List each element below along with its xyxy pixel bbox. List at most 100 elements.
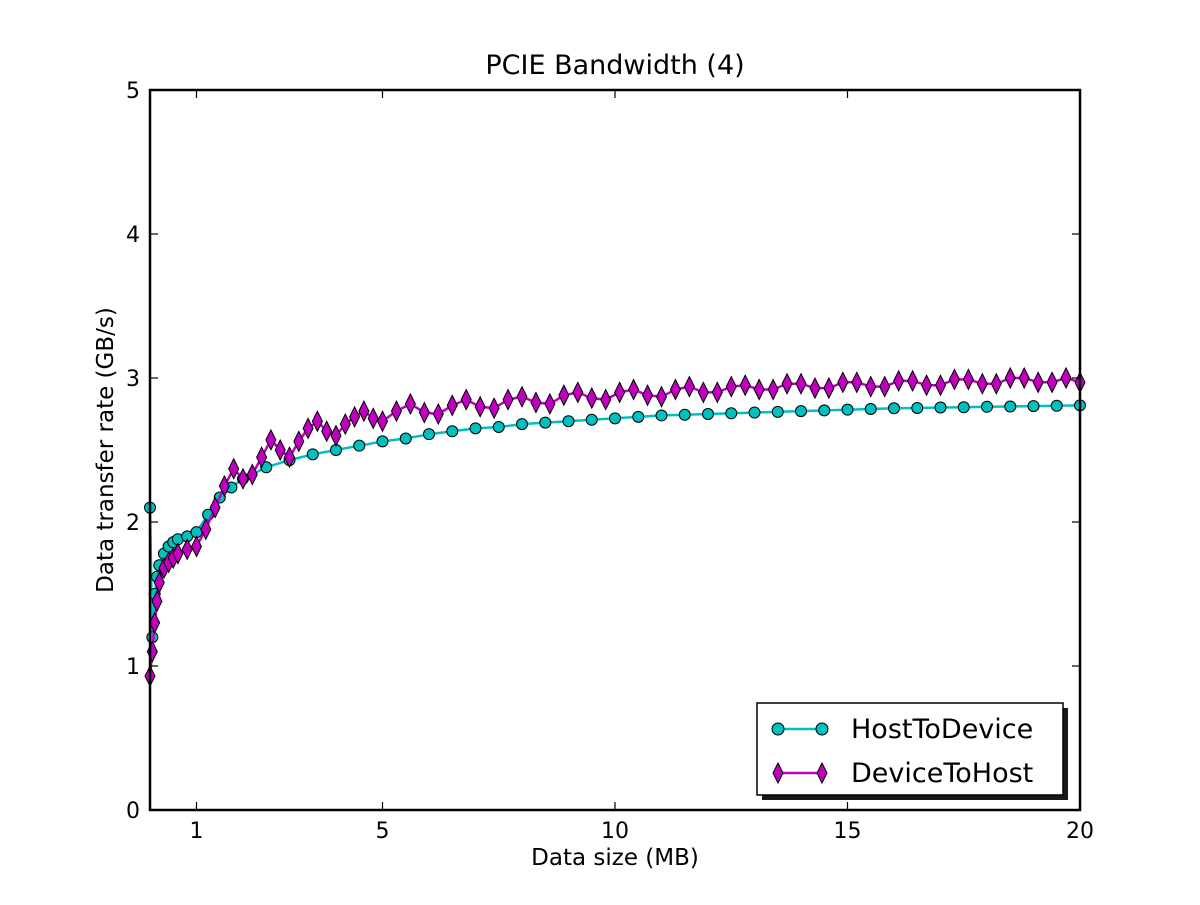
data-point-hosttodevice	[934, 401, 947, 414]
data-point-hosttodevice	[260, 461, 273, 474]
x-tick-label: 10	[601, 819, 629, 844]
data-point-devicetohost	[614, 381, 626, 404]
data-point-devicetohost	[544, 392, 556, 416]
data-point-devicetohost	[265, 428, 277, 452]
data-point-hosttodevice	[655, 409, 668, 422]
y-tick-label: 0	[126, 799, 140, 824]
data-point-devicetohost	[781, 372, 793, 395]
data-point-devicetohost	[339, 412, 351, 436]
data-point-hosttodevice	[702, 408, 714, 420]
data-point-devicetohost	[990, 372, 1002, 395]
legend-label-devicetohost: DeviceToHost	[851, 758, 1033, 789]
y-tick-label: 4	[126, 223, 140, 248]
legend-marker-hosttodevice	[771, 722, 785, 736]
x-tick-label: 1	[190, 819, 204, 844]
data-point-devicetohost	[358, 400, 370, 423]
data-point-devicetohost	[218, 474, 230, 498]
data-point-devicetohost	[572, 381, 584, 404]
data-point-hosttodevice	[585, 413, 598, 426]
data-point-hosttodevice	[632, 410, 645, 423]
data-point-devicetohost	[283, 446, 296, 469]
data-point-devicetohost	[349, 405, 361, 428]
data-point-devicetohost	[1060, 366, 1072, 390]
data-point-hosttodevice	[469, 422, 482, 435]
y-tick-label: 1	[126, 655, 140, 680]
data-point-hosttodevice	[1004, 400, 1017, 413]
data-point-hosttodevice	[399, 432, 412, 445]
y-tick-label: 5	[126, 79, 140, 104]
data-point-devicetohost	[530, 391, 542, 414]
data-point-hosttodevice	[609, 412, 621, 425]
data-point-hosttodevice	[725, 407, 738, 420]
data-point-devicetohost	[697, 381, 709, 404]
data-point-devicetohost	[200, 518, 212, 541]
data-point-devicetohost	[228, 457, 240, 480]
data-point-devicetohost	[683, 375, 695, 398]
data-point-devicetohost	[404, 392, 416, 416]
data-point-devicetohost	[321, 420, 333, 443]
data-point-devicetohost	[246, 463, 258, 486]
data-point-devicetohost	[256, 446, 268, 469]
data-point-hosttodevice	[771, 405, 784, 418]
x-axis-label: Data size (MB)	[531, 845, 699, 871]
data-point-devicetohost	[586, 387, 598, 410]
data-point-hosttodevice	[1050, 399, 1063, 412]
data-point-devicetohost	[502, 388, 514, 411]
data-point-hosttodevice	[446, 425, 459, 438]
data-point-devicetohost	[1004, 366, 1016, 390]
data-point-devicetohost	[809, 376, 821, 400]
data-point-devicetohost	[1018, 366, 1030, 390]
data-point-devicetohost	[149, 611, 161, 634]
legend-marker-devicetohost-end	[816, 761, 828, 785]
data-point-devicetohost	[976, 372, 988, 395]
data-point-devicetohost	[711, 381, 723, 404]
data-point-devicetohost	[767, 378, 779, 401]
y-tick-label: 3	[126, 367, 140, 392]
data-point-devicetohost	[823, 376, 835, 400]
data-point-devicetohost	[274, 438, 286, 462]
data-point-devicetohost	[655, 385, 668, 408]
data-point-hosttodevice	[748, 406, 761, 419]
data-point-hosttodevice	[423, 428, 435, 441]
data-point-devicetohost	[1046, 371, 1058, 394]
data-point-hosttodevice	[516, 418, 528, 431]
data-point-devicetohost	[367, 407, 379, 430]
data-point-hosttodevice	[818, 404, 831, 417]
data-point-devicetohost	[418, 401, 430, 424]
data-point-devicetohost	[488, 397, 500, 420]
data-point-devicetohost	[474, 395, 486, 418]
data-point-devicetohost	[600, 388, 612, 411]
data-point-devicetohost	[376, 410, 389, 433]
data-point-devicetohost	[330, 424, 342, 447]
data-point-devicetohost	[907, 369, 919, 392]
series-hosttodevice	[144, 399, 1086, 644]
x-tick-label: 5	[376, 819, 390, 844]
chart-title: PCIE Bandwidth (4)	[485, 50, 744, 81]
data-point-hosttodevice	[492, 420, 505, 433]
data-point-devicetohost	[181, 538, 193, 561]
data-point-devicetohost	[641, 384, 654, 407]
data-point-devicetohost	[390, 400, 403, 423]
data-point-devicetohost	[753, 378, 765, 401]
data-point-devicetohost	[237, 467, 249, 490]
chart-legend: HostToDevice DeviceToHost	[756, 702, 1068, 800]
data-point-devicetohost	[628, 378, 640, 401]
data-point-devicetohost	[893, 369, 905, 392]
data-point-devicetohost	[669, 378, 682, 401]
data-point-devicetohost	[851, 371, 863, 394]
legend-box	[756, 702, 1064, 796]
data-point-hosttodevice	[864, 402, 877, 415]
y-tick-label: 2	[126, 511, 140, 536]
series-layer	[144, 366, 1086, 688]
data-point-hosttodevice	[911, 401, 924, 414]
series-devicetohost	[144, 366, 1086, 688]
data-point-devicetohost	[293, 430, 305, 453]
data-point-hosttodevice	[306, 448, 319, 461]
x-tick-label: 20	[1066, 819, 1094, 844]
data-point-devicetohost	[190, 535, 203, 558]
data-point-devicetohost	[1032, 371, 1044, 394]
data-point-hosttodevice	[562, 415, 575, 428]
data-point-devicetohost	[151, 590, 163, 613]
data-point-hosttodevice	[678, 408, 691, 421]
